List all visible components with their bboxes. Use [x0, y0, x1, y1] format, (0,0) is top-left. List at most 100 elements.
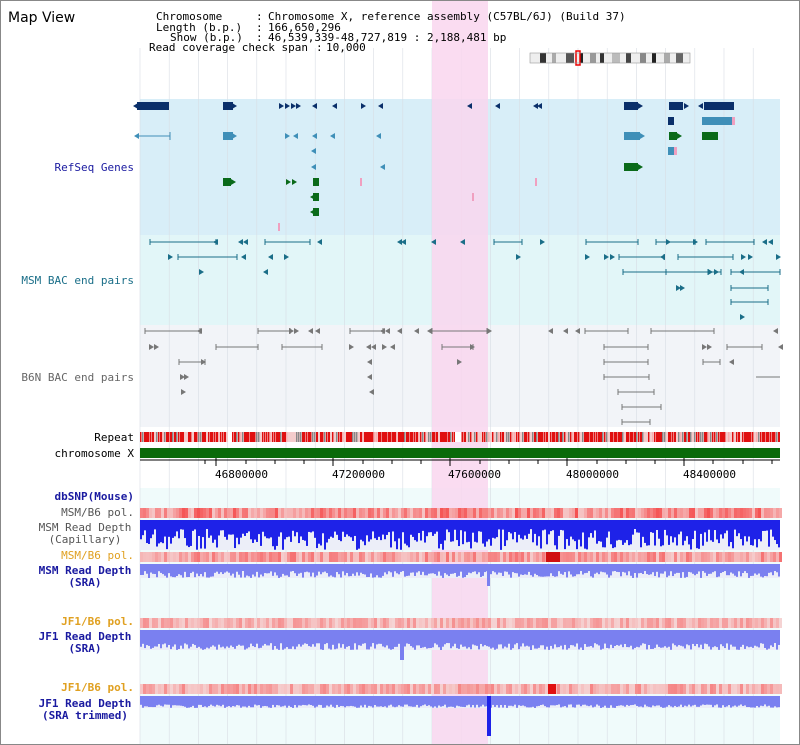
jf1-b6-pol-strip: [635, 618, 638, 628]
jf1-depth-trim-bar: [624, 696, 626, 707]
msm-depth-sra-bar: [720, 564, 722, 574]
msm-depth-sra-bar: [504, 564, 506, 572]
jf1-depth-sra-bar: [252, 630, 254, 647]
repeat-segment: [370, 432, 372, 442]
msm-b6-pol2-strip: [716, 552, 719, 562]
track-label-jf1-depth-sra-1[interactable]: JF1 Read Depth: [38, 630, 132, 643]
msm-depth-cap-bar: [624, 520, 626, 543]
msm-b6-pol-strip: [542, 508, 545, 518]
msm-depth-cap-bar: [358, 520, 360, 549]
msm-b6-pol-strip: [164, 508, 167, 518]
msm-depth-cap-bar: [492, 520, 494, 538]
track-label-msm-depth-cap-1[interactable]: MSM Read Depth: [38, 521, 132, 534]
jf1-b6-pol2-strip: [584, 684, 587, 694]
jf1-b6-pol-strip: [212, 618, 215, 628]
jf1-depth-trim-bar: [504, 696, 506, 705]
jf1-depth-sra-bar: [194, 630, 196, 646]
msm-depth-cap-bar: [482, 520, 484, 544]
repeat-segment: [642, 432, 644, 442]
msm-b6-pol-strip: [716, 508, 719, 518]
track-label-b6n-bac[interactable]: B6N BAC end pairs: [21, 371, 134, 384]
msm-depth-sra-bar: [258, 564, 260, 578]
msm-depth-sra-bar: [534, 564, 536, 574]
repeat-segment: [506, 432, 508, 442]
msm-depth-cap-bar: [230, 520, 232, 535]
track-label-chromosome[interactable]: chromosome X: [54, 447, 134, 460]
jf1-b6-pol-strip: [251, 618, 254, 628]
msm-b6-pol2-strip: [338, 552, 341, 562]
gene-arrow: [292, 179, 297, 185]
track-label-jf1-depth-trim-2[interactable]: (SRA trimmed): [41, 709, 129, 722]
msm-b6-pol2-strip: [422, 552, 425, 562]
jf1-b6-pol-strip: [605, 618, 608, 628]
jf1-depth-sra-bar: [526, 630, 528, 646]
jf1-depth-sra-bar: [508, 630, 510, 644]
msm-b6-pol2-strip: [449, 552, 452, 562]
msm-depth-cap-bar: [642, 520, 644, 537]
info-chromosome-value: Chromosome X, reference assembly (C57BL/…: [268, 10, 626, 23]
track-label-jf1-b6-pol-1[interactable]: JF1/B6 pol.: [61, 615, 134, 628]
jf1-depth-trim-bar: [332, 696, 334, 707]
track-label-msm-b6-pol-2[interactable]: MSM/B6 pol.: [61, 549, 134, 562]
jf1-b6-pol2-strip: [305, 684, 308, 694]
jf1-b6-pol2-strip: [263, 684, 266, 694]
msm-depth-cap-bar: [250, 520, 252, 540]
jf1-b6-pol-strip: [335, 618, 338, 628]
repeat-segment: [610, 432, 612, 442]
msm-b6-pol-strip: [539, 508, 542, 518]
msm-b6-pol-strip: [404, 508, 407, 518]
track-label-repeat[interactable]: Repeat: [94, 431, 134, 444]
repeat-segment: [236, 432, 238, 442]
msm-b6-pol-strip: [665, 508, 668, 518]
track-label-jf1-b6-pol-2[interactable]: JF1/B6 pol.: [61, 681, 134, 694]
jf1-depth-trim-bar: [208, 696, 210, 707]
msm-depth-cap-bar: [640, 520, 642, 548]
jf1-b6-pol2-strip: [740, 684, 743, 694]
track-label-jf1-depth-trim-1[interactable]: JF1 Read Depth: [38, 697, 132, 710]
jf1-b6-pol-strip: [500, 618, 503, 628]
jf1-depth-sra-bar: [552, 630, 554, 649]
jf1-depth-trim-bar: [348, 696, 350, 707]
gene-arrow: [640, 133, 645, 139]
msm-b6-pol-strip: [566, 508, 569, 518]
msm-b6-pol-strip: [767, 508, 770, 518]
jf1-depth-trim-bar: [646, 696, 648, 707]
msm-depth-cap-bar: [356, 520, 358, 550]
track-label-msm-b6-pol-1[interactable]: MSM/B6 pol.: [61, 506, 134, 519]
jf1-b6-pol-strip: [488, 618, 491, 628]
jf1-b6-pol-strip: [713, 618, 716, 628]
msm-depth-cap-bar: [150, 520, 152, 539]
track-label-dbsnp[interactable]: dbSNP(Mouse): [54, 490, 134, 503]
track-label-msm-depth-sra-1[interactable]: MSM Read Depth: [38, 564, 132, 577]
jf1-b6-pol2-strip: [749, 684, 752, 694]
jf1-depth-sra-bar: [438, 630, 440, 648]
gene-exon: [669, 132, 677, 140]
track-label-msm-bac[interactable]: MSM BAC end pairs: [21, 274, 134, 287]
gene-arrow: [385, 328, 390, 334]
jf1-b6-pol2-strip: [434, 684, 437, 694]
msm-b6-pol2-strip: [434, 552, 437, 562]
jf1-depth-trim-bar: [682, 696, 684, 708]
repeat-segment: [268, 432, 270, 442]
jf1-depth-trim-bar: [322, 696, 324, 708]
msm-b6-pol2-strip: [650, 552, 653, 562]
msm-depth-cap-bar: [228, 520, 230, 535]
track-label-refseq[interactable]: RefSeq Genes: [54, 161, 134, 174]
jf1-depth-sra-bar: [414, 630, 416, 650]
msm-depth-cap-bar: [266, 520, 268, 539]
msm-b6-pol-strip: [551, 508, 554, 518]
jf1-b6-pol2-strip: [419, 684, 422, 694]
jf1-b6-pol-strip: [527, 618, 530, 628]
jf1-depth-sra-bar: [758, 630, 760, 648]
msm-depth-cap-bar: [700, 520, 702, 534]
gene-arrow: [378, 103, 383, 109]
track-label-msm-depth-sra-2[interactable]: (SRA): [68, 576, 102, 589]
jf1-b6-pol-strip: [254, 618, 257, 628]
msm-depth-cap-bar: [530, 520, 532, 530]
jf1-depth-trim-bar: [204, 696, 206, 707]
track-label-jf1-depth-sra-2[interactable]: (SRA): [68, 642, 102, 655]
repeat-segment: [576, 432, 578, 442]
jf1-depth-trim-bar: [600, 696, 602, 708]
track-label-msm-depth-cap-2[interactable]: (Capillary): [48, 533, 122, 546]
